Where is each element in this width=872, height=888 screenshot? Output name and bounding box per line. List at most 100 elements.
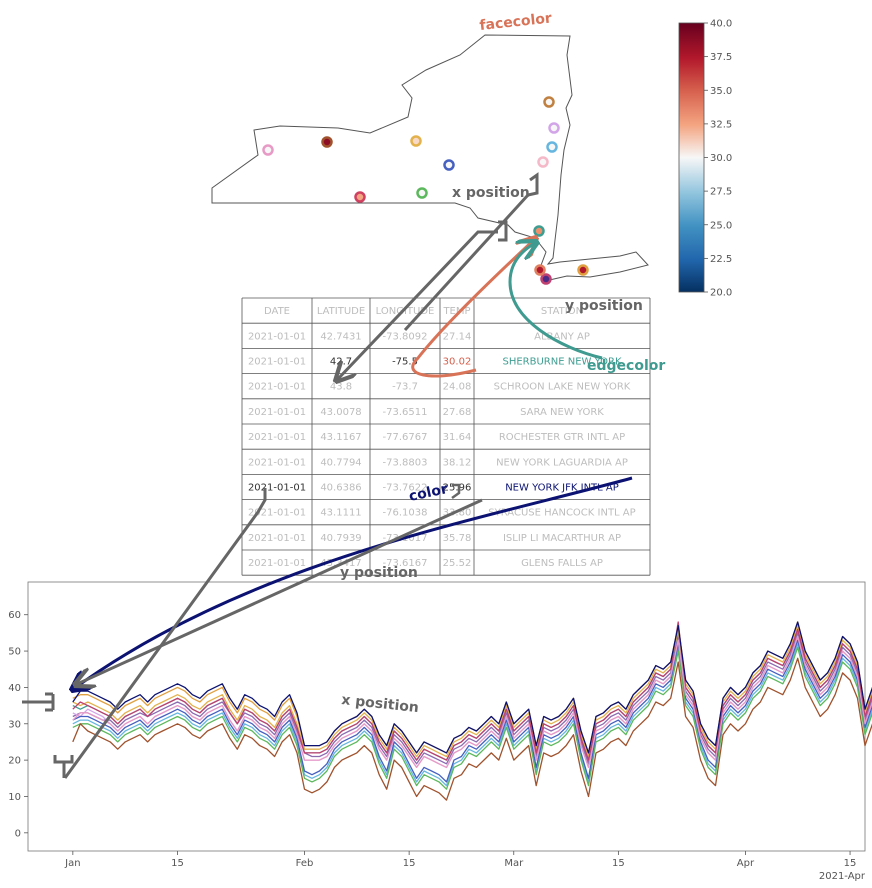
station-marker [443,159,455,171]
colorbar-tick-label: 22.5 [710,254,732,265]
arrow-facecolor [411,238,536,378]
colorbar-tick-label: 27.5 [710,187,732,198]
table-cell: ROCHESTER GTR INTL AP [499,432,625,443]
colorbar-tick-label: 20.0 [710,288,732,299]
x-tick-label: 15 [612,858,625,869]
table-cell: 27.14 [443,331,472,342]
colorbar-tick-label: 40.0 [710,19,732,30]
table-cell: -76.1038 [383,508,428,519]
station-marker [540,273,552,285]
arrow-x-position-map [336,230,498,381]
table-cell: SCHROON LAKE NEW YORK [494,382,631,393]
station-marker-extra [534,264,546,276]
colorbar-gradient [678,22,705,293]
y-tick-label: 20 [8,756,21,767]
table-cell: NEW YORK JFK INTL AP [505,483,619,494]
arrow-y-position-table [75,498,483,685]
colorbar-tick-label: 37.5 [710,52,732,63]
station-marker [416,187,428,199]
line-series-group [72,621,872,801]
table-cell: -73.7 [392,382,418,393]
colorbar-tick-label: 35.0 [710,86,732,97]
table-cell: 2021-01-01 [248,533,306,544]
line-chart-frame [27,581,866,852]
arrow-y-position-map [403,172,539,332]
table-cell: 2021-01-01 [248,558,306,569]
annotation-arrows [22,172,633,779]
table-cell: NEW YORK LAGUARDIA AP [496,457,628,468]
table-cell: 25.96 [443,483,472,494]
bracket-y-position-line [22,692,55,712]
table-cell: 30.02 [443,357,472,368]
station-marker-extra [537,156,549,168]
arrow-color [72,476,633,690]
colorbar-tick-label: 32.5 [710,119,732,130]
table-cell: 43.8 [330,382,352,393]
table-cell: -73.6167 [383,558,428,569]
table-cell: 40.7939 [320,533,361,544]
table-cell: 38.12 [443,457,472,468]
annotation-y-position-table: y position [340,565,418,581]
y-tick-label: 40 [8,683,21,694]
bracket-x-position-line [53,755,74,778]
station-marker [548,122,560,134]
colorbar-tick-label: 30.0 [710,153,732,164]
station-marker [577,264,589,276]
colorbar-ticks: 20.0 22.5 25.0 27.5 30.0 32.5 35.0 37.5 40.0 [704,19,732,299]
x-tick-label: 15 [403,858,416,869]
station-marker-extra [354,191,366,203]
table-header: STATION [541,306,583,317]
table-cell: -77.6767 [383,432,428,443]
colorbar: 20.0 22.5 25.0 27.5 30.0 32.5 35.0 37.5 40.0 [678,19,732,299]
station-marker [546,141,558,153]
x-tick-label: Jan [64,858,80,869]
table-cell: 43.1111 [320,508,361,519]
table-cell: 31.64 [443,432,472,443]
x-tick-label: 15 [171,858,184,869]
table-cell: 2021-01-01 [248,357,306,368]
table-cell: 27.68 [443,407,472,418]
line-series [72,657,872,801]
table-cell: 2021-01-01 [248,407,306,418]
table-header: DATE [264,306,290,317]
table-header: LONGITUDE [376,306,435,317]
table-cell: -73.7622 [383,483,428,494]
table-cell: 2021-01-01 [248,457,306,468]
station-marker [321,136,333,148]
table-cell: 40.6386 [320,483,361,494]
annotation-x-position-map: x position [452,185,530,201]
table-cell: 2021-01-01 [248,508,306,519]
x-axis-ticks: Jan 15 Feb 15 Mar 15 Apr 15 [64,851,856,869]
table-cell: -73.6511 [383,407,428,418]
x-tick-label: Mar [504,858,524,869]
line-series [72,635,872,769]
x-tick-label: Feb [296,858,314,869]
y-tick-label: 30 [8,719,21,730]
annotation-edgecolor: edgecolor [587,358,665,374]
table-cell: ALBANY AP [534,331,590,342]
station-markers [262,122,589,285]
table-cell: 25.52 [443,558,472,569]
y-tick-label: 50 [8,647,21,658]
line-series [72,624,872,758]
station-marker [533,225,545,237]
table-cell: 33.80 [443,508,472,519]
line-series [72,646,872,790]
colorbar-tick-label: 25.0 [710,220,732,231]
table-cell: 2021-01-01 [248,432,306,443]
table-cell: 40.7794 [320,457,361,468]
station-marker [262,144,274,156]
table-cell: 2021-01-01 [248,483,306,494]
y-tick-label: 10 [8,792,21,803]
x-tick-label: Apr [737,858,755,869]
table-header: TEMP [442,306,470,317]
line-series [72,632,872,765]
table-cell: 24.08 [443,382,472,393]
station-table: DATE LATITUDE LONGITUDE TEMP STATION 2021-01-… [241,297,651,576]
line-chart: Jan 15 Feb 15 Mar 15 Apr 15 0 10 20 30 40 50 60 2021-… [8,581,872,882]
ny-state-outline [211,34,649,282]
table-cell: 2021-01-01 [248,331,306,342]
arrow-x-position-line [63,488,267,779]
table-cell: 2021-01-01 [248,382,306,393]
